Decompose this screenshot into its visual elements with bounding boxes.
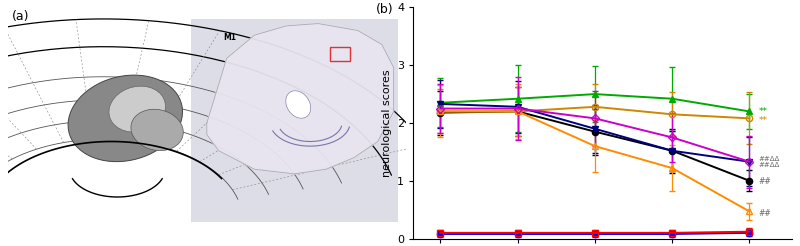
Text: ##: ##	[758, 209, 771, 218]
Bar	[214, 47, 237, 62]
Text: ##ΔΔ: ##ΔΔ	[758, 162, 780, 168]
Text: **: **	[758, 107, 768, 116]
Bar	[330, 47, 350, 61]
Ellipse shape	[286, 91, 310, 118]
Text: (b): (b)	[375, 3, 393, 16]
Text: (a): (a)	[12, 10, 30, 23]
Ellipse shape	[131, 109, 183, 151]
Polygon shape	[206, 24, 394, 174]
Text: ##: ##	[758, 177, 771, 186]
Bar	[191, 19, 398, 222]
Text: M1: M1	[223, 33, 236, 42]
Text: ##ΔΔ: ##ΔΔ	[758, 156, 780, 162]
Ellipse shape	[68, 75, 182, 162]
Text: **: **	[758, 116, 768, 125]
Y-axis label: neurological scores: neurological scores	[382, 69, 392, 177]
Ellipse shape	[109, 86, 166, 132]
